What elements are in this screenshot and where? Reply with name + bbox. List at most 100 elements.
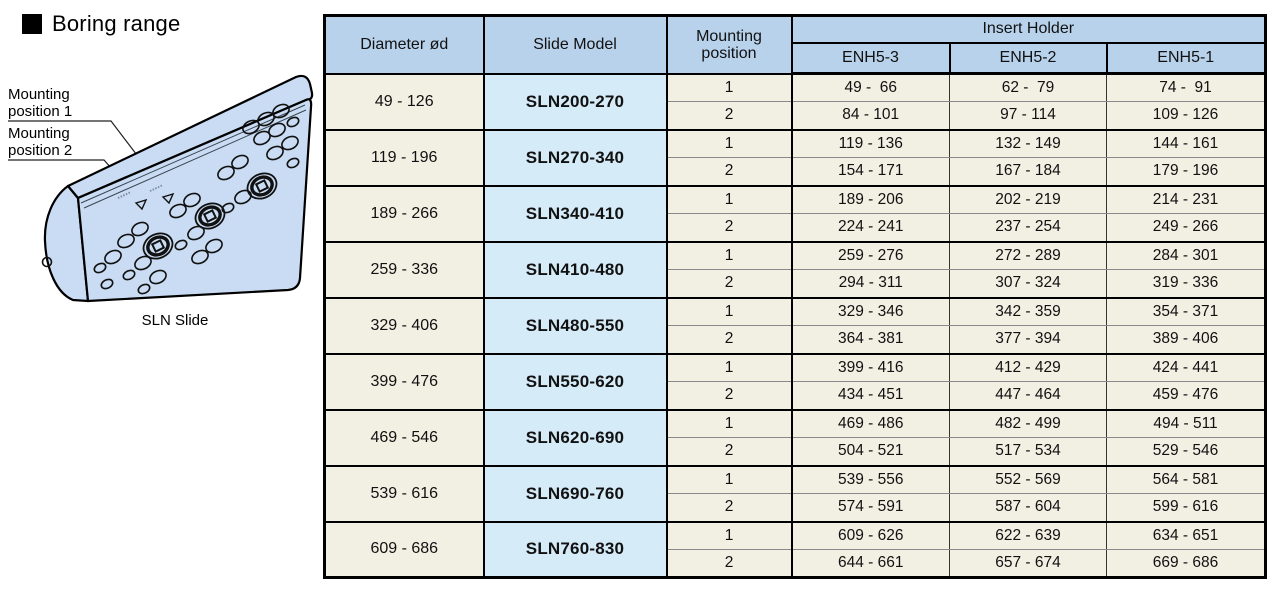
table-row: 2 154 - 171 167 - 184 179 - 196 (325, 157, 1268, 187)
mounting-position-cell: 1 (666, 241, 793, 270)
slide-front-face (76, 98, 313, 303)
table-body: 49 - 126 SLN200-270 1 49 - 66 62 - 79 74 - 91… (323, 73, 1268, 579)
mounting-position-cell: 2 (666, 437, 793, 467)
slide-model-cell: SLN270-340 (482, 129, 668, 187)
slide-model-cell: SLN760-830 (482, 521, 668, 579)
range-cell-enh5-1: 389 - 406 (1106, 325, 1268, 355)
range-cell-enh5-2: 307 - 324 (949, 269, 1107, 299)
diameter-cell: 469 - 546 (323, 409, 485, 467)
range-cell-enh5-1: 74 - 91 (1106, 73, 1268, 102)
range-cell-enh5-3: 294 - 311 (791, 269, 950, 299)
range-cell-enh5-1: 109 - 126 (1106, 101, 1268, 131)
chamfer-line-1 (80, 104, 306, 204)
diameter-cell: 609 - 686 (323, 521, 485, 579)
range-cell-enh5-2: 342 - 359 (949, 297, 1107, 326)
range-cell-enh5-3: 329 - 346 (791, 297, 950, 326)
range-cell-enh5-2: 62 - 79 (949, 73, 1107, 102)
diameter-cell: 49 - 126 (323, 73, 485, 131)
range-cell-enh5-2: 447 - 464 (949, 381, 1107, 411)
range-cell-enh5-3: 539 - 556 (791, 465, 950, 494)
diameter-cell: 119 - 196 (323, 129, 485, 187)
range-cell-enh5-3: 469 - 486 (791, 409, 950, 438)
range-cell-enh5-3: 224 - 241 (791, 213, 950, 243)
diameter-cell: 189 - 266 (323, 185, 485, 243)
range-cell-enh5-2: 97 - 114 (949, 101, 1107, 131)
section-title-square-icon (22, 14, 42, 34)
mounting-position-cell: 1 (666, 129, 793, 158)
range-cell-enh5-1: 319 - 336 (1106, 269, 1268, 299)
mounting-position-cell: 2 (666, 325, 793, 355)
table-row: 2 294 - 311 307 - 324 319 - 336 (325, 269, 1268, 299)
mounting-position-cell: 2 (666, 269, 793, 299)
bore-holes (41, 103, 300, 295)
table-row: 2 504 - 521 517 - 534 529 - 546 (325, 437, 1268, 467)
diameter-cell: 259 - 336 (323, 241, 485, 299)
sln-slide-diagram: Mounting position 1 Mounting position 2 … (0, 60, 330, 360)
sln-slide-illustration (8, 74, 314, 303)
engraving-mark-2 (117, 191, 132, 199)
mounting-position-1-label: Mounting position 1 (8, 86, 73, 120)
mounting-position-cell: 1 (666, 353, 793, 382)
chamfer-line-2 (83, 109, 307, 209)
range-cell-enh5-3: 49 - 66 (791, 73, 950, 102)
slide-model-cell: SLN620-690 (482, 409, 668, 467)
mounting-position-cell: 2 (666, 381, 793, 411)
diameter-cell: 539 - 616 (323, 465, 485, 523)
range-cell-enh5-3: 189 - 206 (791, 185, 950, 214)
table-row: 609 - 686 SLN760-830 1 609 - 626 622 - 639 63… (323, 521, 1268, 579)
range-cell-enh5-2: 202 - 219 (949, 185, 1107, 214)
range-cell-enh5-1: 179 - 196 (1106, 157, 1268, 187)
slide-model-cell: SLN340-410 (482, 185, 668, 243)
header-mounting-position: Mounting position (665, 14, 793, 75)
table-row: 2 574 - 591 587 - 604 599 - 616 (325, 493, 1268, 523)
mounting-position-cell: 1 (666, 409, 793, 438)
range-cell-enh5-3: 364 - 381 (791, 325, 950, 355)
range-cell-enh5-2: 552 - 569 (949, 465, 1107, 494)
mounting-position-cell: 1 (666, 73, 793, 102)
range-cell-enh5-2: 377 - 394 (949, 325, 1107, 355)
boring-range-table: Diameter ød Slide Model Mounting positio… (323, 14, 1268, 579)
table-row: 2 84 - 101 97 - 114 109 - 126 (325, 101, 1268, 131)
range-cell-enh5-2: 167 - 184 (949, 157, 1107, 187)
range-cell-enh5-1: 669 - 686 (1106, 549, 1268, 579)
mounting-position-cell: 2 (666, 493, 793, 523)
header-diameter: Diameter ød (323, 14, 485, 75)
table-row: 189 - 266 SLN340-410 1 189 - 206 202 - 219 21… (323, 185, 1268, 243)
range-cell-enh5-3: 154 - 171 (791, 157, 950, 187)
range-cell-enh5-2: 132 - 149 (949, 129, 1107, 158)
header-enh5-3: ENH5-3 (790, 41, 951, 75)
range-cell-enh5-2: 587 - 604 (949, 493, 1107, 523)
engraving-mark-1 (149, 184, 164, 192)
table-row: 329 - 406 SLN480-550 1 329 - 346 342 - 359 35… (323, 297, 1268, 355)
table-row: 539 - 616 SLN690-760 1 539 - 556 552 - 569 56… (323, 465, 1268, 523)
table-row: 2 434 - 451 447 - 464 459 - 476 (325, 381, 1268, 411)
table-row: 2 644 - 661 657 - 674 669 - 686 (325, 549, 1268, 579)
header-insert-holder: Insert Holder (790, 14, 1267, 43)
insert-pockets (142, 172, 278, 260)
table-row: 259 - 336 SLN410-480 1 259 - 276 272 - 289 28… (323, 241, 1268, 299)
range-cell-enh5-1: 424 - 441 (1106, 353, 1268, 382)
slide-model-cell: SLN480-550 (482, 297, 668, 355)
end-cap-hole (41, 256, 53, 268)
range-cell-enh5-3: 399 - 416 (791, 353, 950, 382)
section-title-text: Boring range (52, 11, 181, 36)
table-header: Diameter ød Slide Model Mounting positio… (323, 14, 1267, 75)
mounting-position-2-label: Mounting position 2 (8, 125, 73, 159)
range-cell-enh5-1: 564 - 581 (1106, 465, 1268, 494)
mounting-position-cell: 2 (666, 101, 793, 131)
table-row: 2 364 - 381 377 - 394 389 - 406 (325, 325, 1268, 355)
range-cell-enh5-2: 517 - 534 (949, 437, 1107, 467)
section-title: Boring range (22, 11, 180, 37)
range-cell-enh5-1: 354 - 371 (1106, 297, 1268, 326)
range-cell-enh5-3: 609 - 626 (791, 521, 950, 550)
range-cell-enh5-1: 459 - 476 (1106, 381, 1268, 411)
range-cell-enh5-2: 272 - 289 (949, 241, 1107, 270)
range-cell-enh5-1: 529 - 546 (1106, 437, 1268, 467)
range-cell-enh5-3: 644 - 661 (791, 549, 950, 579)
range-cell-enh5-3: 259 - 276 (791, 241, 950, 270)
mounting-position-cell: 1 (666, 521, 793, 550)
mounting-position-cell: 2 (666, 213, 793, 243)
mounting-position-cell: 1 (666, 465, 793, 494)
mounting-position-cell: 1 (666, 297, 793, 326)
